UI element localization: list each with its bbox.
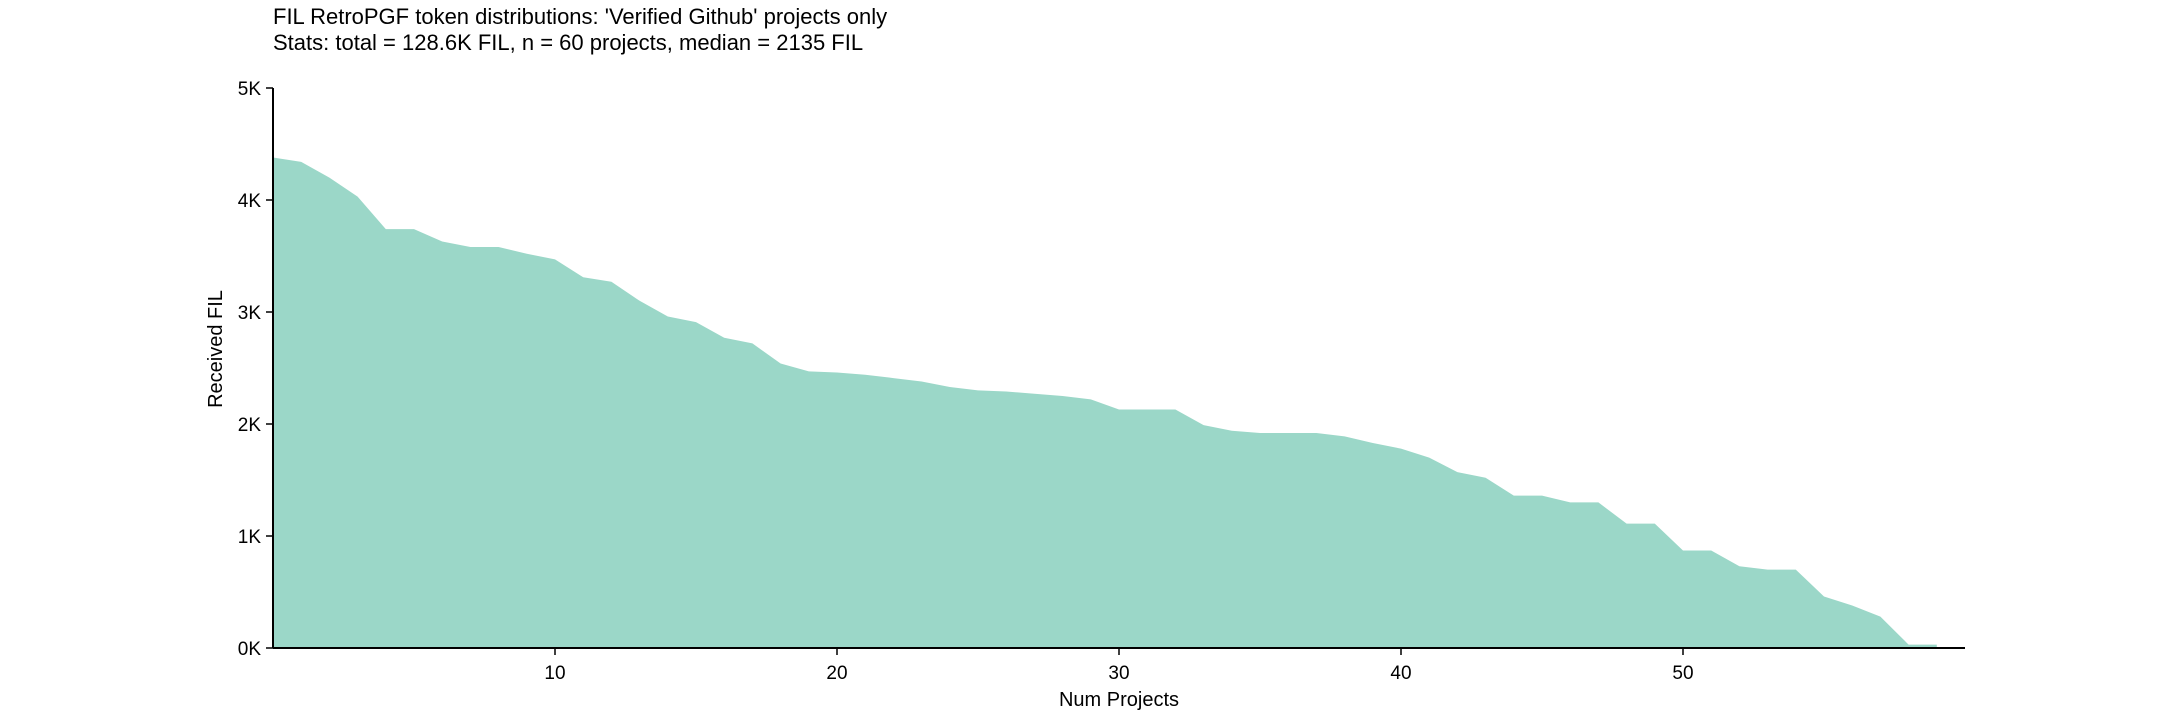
series-area <box>273 157 1937 648</box>
axes: 10 20 30 40 50 0K 1K 2K 3K 4K 5K <box>238 79 1965 684</box>
y-tick-label: 3K <box>238 303 262 324</box>
y-tick-label: 4K <box>238 191 262 212</box>
plot-area <box>273 157 1937 648</box>
x-tick-label: 40 <box>1390 663 1411 684</box>
x-tick-label: 20 <box>826 663 847 684</box>
x-tick-label: 10 <box>544 663 565 684</box>
y-tick-label: 5K <box>238 79 262 100</box>
y-axis-title: Received FIL <box>205 290 227 408</box>
y-tick-label: 0K <box>238 639 262 660</box>
chart-title: FIL RetroPGF token distributions: 'Verif… <box>273 4 887 29</box>
area-fill <box>273 157 1937 648</box>
x-tick-label: 30 <box>1108 663 1129 684</box>
chart-subtitle: Stats: total = 128.6K FIL, n = 60 projec… <box>273 30 863 55</box>
y-tick-label: 1K <box>238 527 262 548</box>
y-tick-label: 2K <box>238 415 262 436</box>
x-tick-label: 50 <box>1672 663 1693 684</box>
x-axis-title: Num Projects <box>1059 689 1179 711</box>
